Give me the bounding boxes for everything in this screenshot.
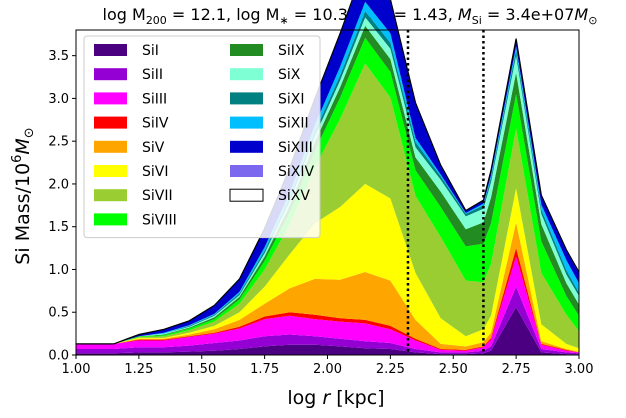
x-tick-label: 1.25	[124, 362, 153, 377]
x-tick-label: 2.00	[313, 362, 342, 377]
total-outline	[76, 0, 580, 345]
y-tick-label: 2.0	[48, 177, 69, 192]
legend-swatch-siiv	[94, 116, 127, 129]
legend-swatch-sivi	[94, 165, 127, 177]
legend-box	[83, 35, 321, 239]
legend-label-sixii: SiXII	[278, 116, 309, 132]
legend-label-siiv: SiIV	[142, 116, 169, 132]
y-axis: 0.0 0.5 1.0 1.5 2.0 2.5 3.0 3.5	[48, 49, 76, 364]
x-tick-label: 1.75	[250, 362, 279, 377]
y-tick-label: 0.5	[48, 306, 69, 321]
x-tick-label: 1.50	[187, 362, 216, 377]
area-siv	[76, 222, 579, 353]
legend-swatch-sixv	[229, 188, 264, 202]
legend-label-sixv: SiXV	[278, 188, 310, 204]
x-axis-label: log r [kpc]	[287, 387, 384, 409]
area-sii	[76, 307, 579, 355]
legend-swatch-siviii	[94, 213, 127, 226]
x-tick-label: 3.00	[565, 362, 594, 377]
legend-label-siix: SiIX	[278, 43, 305, 59]
x-axis: 1.00 1.25 1.50 1.75 2.00 2.25 2.50 2.75 3.00	[62, 355, 594, 377]
legend-label-sii: SiI	[142, 43, 159, 59]
legend-swatch-sixi	[230, 92, 263, 105]
legend-swatch-sixiv	[230, 165, 263, 177]
legend-label-six: SiX	[278, 67, 301, 83]
area-layers	[76, 0, 580, 355]
legend-label-siii: SiII	[142, 67, 163, 83]
legend-label-siiii: SiIII	[142, 91, 167, 107]
area-siiii	[76, 256, 579, 354]
legend-swatch-sivii	[94, 189, 127, 202]
legend-swatch-sixii	[230, 116, 263, 129]
y-axis-label: Si Mass/106M⊙	[10, 127, 37, 264]
legend-swatch-siiii	[94, 92, 127, 105]
legend-swatch-siii	[94, 68, 127, 81]
y-tick-label: 1.5	[48, 220, 69, 235]
legend-swatch-six	[230, 68, 263, 81]
y-tick-label: 2.5	[48, 135, 69, 150]
legend-label-siv: SiV	[142, 140, 165, 156]
x-tick-label: 2.50	[439, 362, 468, 377]
legend: SiI SiII SiIII SiIV SiV SiVI SiVII SiVIII SiIX Si…	[83, 35, 321, 239]
x-tick-label: 2.75	[502, 362, 531, 377]
legend-swatch-siix	[230, 44, 263, 56]
legend-swatch-sixiii	[230, 140, 263, 153]
y-tick-label: 3.0	[48, 92, 69, 107]
legend-label-siviii: SiVIII	[142, 212, 177, 228]
y-tick-label: 0.0	[48, 349, 69, 364]
area-sivii	[76, 63, 579, 349]
area-siiv	[76, 248, 579, 353]
legend-label-sixiv: SiXIV	[278, 164, 314, 180]
y-tick-label: 1.0	[48, 263, 69, 278]
x-tick-label: 2.25	[376, 362, 405, 377]
y-tick-label: 3.5	[48, 49, 69, 64]
legend-label-sivi: SiVI	[142, 164, 168, 180]
legend-label-sixiii: SiXIII	[278, 140, 313, 156]
legend-swatch-siv	[94, 140, 127, 153]
reference-lines	[406, 30, 485, 355]
area-siii	[76, 286, 579, 355]
area-sivi	[76, 183, 579, 352]
legend-swatch-sii	[94, 44, 127, 56]
x-tick-label: 1.00	[62, 362, 91, 377]
legend-label-sixi: SiXI	[278, 91, 305, 107]
legend-label-sivii: SiVII	[142, 188, 173, 204]
area-sixiii	[76, 0, 579, 344]
